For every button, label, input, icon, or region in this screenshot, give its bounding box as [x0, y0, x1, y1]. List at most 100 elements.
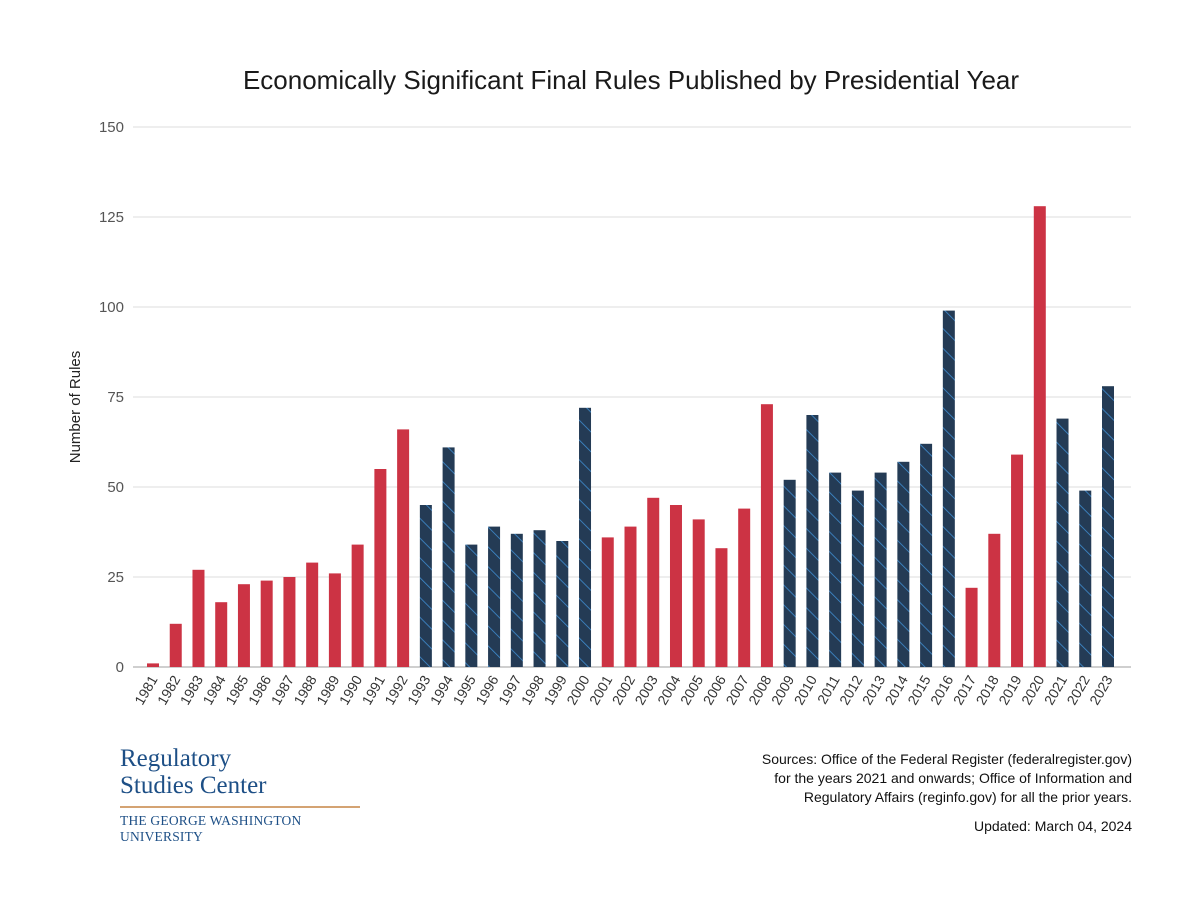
x-tick-label: 1984	[199, 672, 229, 707]
bar-2014	[897, 461, 910, 667]
x-tick-label: 2017	[950, 672, 980, 707]
sources-line: Regulatory Affairs (reginfo.gov) for all…	[803, 789, 1132, 805]
x-tick-label: 2013	[859, 672, 889, 707]
bar-1999	[556, 541, 569, 667]
bar-1983	[192, 569, 205, 667]
x-tick-label: 1997	[495, 672, 525, 707]
x-tick-label: 1994	[427, 672, 457, 707]
bar-2021	[1056, 418, 1069, 667]
logo-name-line2: Studies Center	[120, 772, 267, 799]
y-axis-ticks: 0 25 50 75 100 125 150	[99, 119, 124, 676]
x-tick-label: 1996	[472, 672, 502, 707]
bar-2018	[988, 533, 1001, 667]
bar-1984	[215, 602, 228, 667]
x-tick-label: 1983	[177, 672, 207, 707]
x-tick-label: 1999	[540, 672, 570, 707]
x-tick-label: 2014	[882, 672, 912, 707]
x-tick-label: 2007	[722, 672, 752, 707]
bar-1990	[351, 544, 364, 667]
bar-2003	[647, 497, 660, 667]
sources-note: Sources: Office of the Federal Register …	[672, 750, 1132, 807]
x-tick-label: 1989	[313, 672, 343, 707]
y-axis-label: Number of Rules	[67, 351, 84, 464]
updated-date: Updated: March 04, 2024	[974, 818, 1132, 834]
bar-2017	[965, 587, 978, 667]
x-tick-label: 2012	[836, 672, 866, 707]
x-tick-label: 2016	[927, 672, 957, 707]
bar-2005	[692, 519, 705, 667]
bar-1985	[237, 584, 250, 667]
x-tick-label: 2004	[654, 672, 684, 707]
bar-1989	[328, 573, 341, 667]
bar-2013	[874, 472, 887, 667]
sources-line: for the years 2021 and onwards; Office o…	[774, 770, 1132, 786]
y-tick-label: 125	[99, 209, 124, 226]
bar-1992	[397, 429, 410, 667]
bars	[147, 206, 1114, 667]
sources-line: Sources: Office of the Federal Register …	[761, 751, 1132, 767]
x-tick-label: 1990	[336, 672, 366, 707]
x-tick-label: 2005	[677, 672, 707, 707]
bar-1994	[442, 447, 455, 667]
x-tick-label: 1981	[131, 672, 161, 707]
y-tick-label: 50	[107, 479, 124, 496]
x-tick-label: 1992	[381, 672, 411, 707]
x-tick-label: 2015	[904, 672, 934, 707]
x-tick-label: 2023	[1086, 672, 1116, 707]
bar-2012	[851, 490, 864, 667]
x-tick-label: 1988	[290, 672, 320, 707]
y-tick-label: 0	[116, 659, 124, 676]
x-tick-label: 2022	[1063, 672, 1093, 707]
y-tick-label: 150	[99, 119, 124, 136]
bar-2000	[579, 407, 592, 667]
bar-1996	[488, 526, 501, 667]
logo-divider	[120, 806, 360, 808]
bar-2008	[760, 404, 773, 667]
x-tick-label: 2008	[745, 672, 775, 707]
bar-2002	[624, 526, 637, 667]
bar-2015	[920, 443, 933, 667]
bar-2022	[1079, 490, 1092, 667]
x-tick-label: 1985	[222, 672, 252, 707]
x-tick-label: 2009	[768, 672, 798, 707]
bar-2010	[806, 415, 819, 667]
x-tick-label: 2000	[563, 672, 593, 707]
x-tick-label: 2003	[631, 672, 661, 707]
bar-1997	[510, 533, 523, 667]
bar-2016	[942, 310, 955, 667]
bar-2023	[1102, 386, 1114, 667]
x-tick-label: 2001	[586, 672, 616, 707]
x-tick-label: 2021	[1041, 672, 1071, 707]
x-tick-label: 1986	[245, 672, 275, 707]
bar-1982	[169, 623, 182, 667]
x-tick-label: 2002	[609, 672, 639, 707]
bar-2020	[1033, 206, 1046, 667]
x-tick-label: 1987	[268, 672, 298, 707]
bar-1986	[260, 580, 273, 667]
x-tick-label: 1982	[154, 672, 184, 707]
y-tick-label: 75	[107, 389, 124, 406]
x-tick-label: 1995	[449, 672, 479, 707]
y-tick-label: 25	[107, 569, 124, 586]
bar-1988	[306, 562, 319, 667]
chart-title: Economically Significant Final Rules Pub…	[243, 65, 1019, 95]
bar-chart: Economically Significant Final Rules Pub…	[67, 65, 1131, 707]
bar-2011	[829, 472, 842, 667]
bar-2004	[669, 505, 682, 667]
bar-1993	[419, 505, 432, 667]
x-tick-label: 2018	[972, 672, 1002, 707]
bar-2019	[1011, 454, 1024, 667]
bar-1995	[465, 544, 478, 667]
x-tick-label: 1991	[359, 672, 389, 707]
x-tick-label: 1993	[404, 672, 434, 707]
x-tick-label: 1998	[518, 672, 548, 707]
logo-name-line1: Regulatory	[120, 745, 232, 772]
x-tick-label: 2020	[1018, 672, 1048, 707]
x-tick-label: 2019	[995, 672, 1025, 707]
bar-2007	[738, 508, 751, 667]
bar-2006	[715, 548, 728, 667]
bar-1998	[533, 530, 546, 667]
rsc-logo: Regulatory Studies Center THE GEORGE WAS…	[120, 745, 370, 845]
bar-2009	[783, 479, 796, 667]
y-tick-label: 100	[99, 299, 124, 316]
